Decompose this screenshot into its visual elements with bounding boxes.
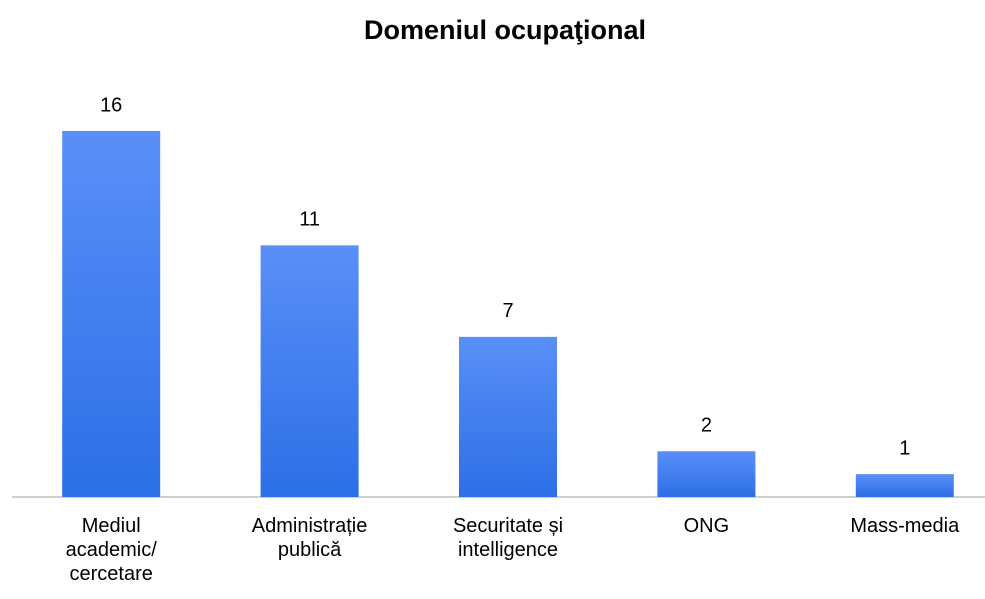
x-tick-label: Administrație publică xyxy=(251,515,368,561)
bar xyxy=(855,474,954,497)
data-label: 11 xyxy=(299,209,320,231)
bar xyxy=(62,131,161,497)
bar xyxy=(657,451,756,497)
chart-title: Domeniul ocupaţional xyxy=(364,15,646,45)
data-label: 1 xyxy=(899,437,910,459)
x-tick-label: Securitate și intelligence xyxy=(452,515,564,561)
data-label: 16 xyxy=(100,94,122,116)
bar xyxy=(260,245,359,497)
x-tick-label: Mediul academic/cercetare xyxy=(65,515,157,585)
data-label: 7 xyxy=(502,300,513,322)
data-label: 2 xyxy=(701,415,712,437)
x-tick-label: ONG xyxy=(683,515,730,537)
x-tick-label: Mass-media xyxy=(850,515,960,537)
bar xyxy=(459,336,557,497)
